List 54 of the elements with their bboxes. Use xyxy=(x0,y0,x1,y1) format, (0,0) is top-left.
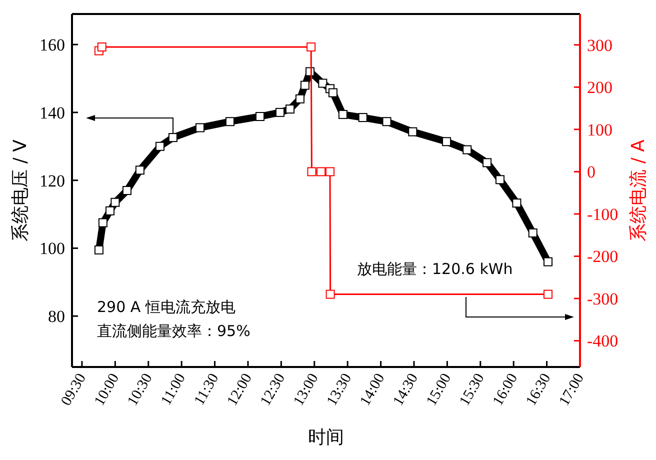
y2-tick-label: 200 xyxy=(587,78,612,98)
point xyxy=(300,80,310,90)
point xyxy=(97,42,106,52)
point xyxy=(543,257,552,266)
y2-tick-label: -300 xyxy=(587,289,618,308)
point xyxy=(326,290,335,299)
point xyxy=(382,117,392,126)
point xyxy=(316,167,326,176)
y2-tick-label: 0 xyxy=(587,162,596,182)
y2-tick-label: -200 xyxy=(587,247,618,266)
point xyxy=(495,175,504,184)
point xyxy=(408,127,418,136)
y-axis-title: 系统电压 / V xyxy=(10,138,31,242)
point xyxy=(105,206,114,216)
x-axis-title: 时间 xyxy=(308,427,344,448)
y-tick-label: 80 xyxy=(48,307,65,326)
point xyxy=(275,108,284,117)
point xyxy=(98,218,108,228)
y2-tick-label: -100 xyxy=(587,204,618,224)
point xyxy=(225,117,234,126)
point xyxy=(543,290,552,299)
point xyxy=(110,198,120,207)
point xyxy=(295,94,304,104)
point xyxy=(442,137,452,146)
point xyxy=(255,112,264,122)
point xyxy=(286,104,295,114)
point xyxy=(528,228,538,238)
point xyxy=(122,186,132,195)
point xyxy=(195,123,204,132)
point xyxy=(358,113,368,122)
y2-tick-label: 300 xyxy=(587,36,612,55)
annotation: 直流侧能量效率：95% xyxy=(97,322,250,340)
point xyxy=(328,88,338,98)
y-tick-label: 160 xyxy=(40,36,65,54)
y-tick-label: 140 xyxy=(40,103,65,122)
point xyxy=(135,166,144,175)
point xyxy=(338,110,348,119)
annotation: 放电能量：120.6 kWh xyxy=(357,260,513,278)
y2-tick-label: 100 xyxy=(587,120,612,140)
point xyxy=(94,245,104,254)
y2-tick-label: -400 xyxy=(587,332,618,351)
point xyxy=(512,198,522,208)
point xyxy=(462,145,472,154)
annotation: 290 A 恒电流充放电 xyxy=(97,298,236,316)
point xyxy=(318,78,328,88)
point xyxy=(168,133,178,142)
point xyxy=(482,158,492,168)
point xyxy=(307,167,316,176)
y2-axis-title: 系统电流 / A xyxy=(628,138,649,242)
y-tick-label: 120 xyxy=(40,171,65,190)
point xyxy=(325,167,334,176)
point xyxy=(306,42,316,52)
point xyxy=(155,142,164,151)
y-tick-label: 100 xyxy=(40,239,65,258)
